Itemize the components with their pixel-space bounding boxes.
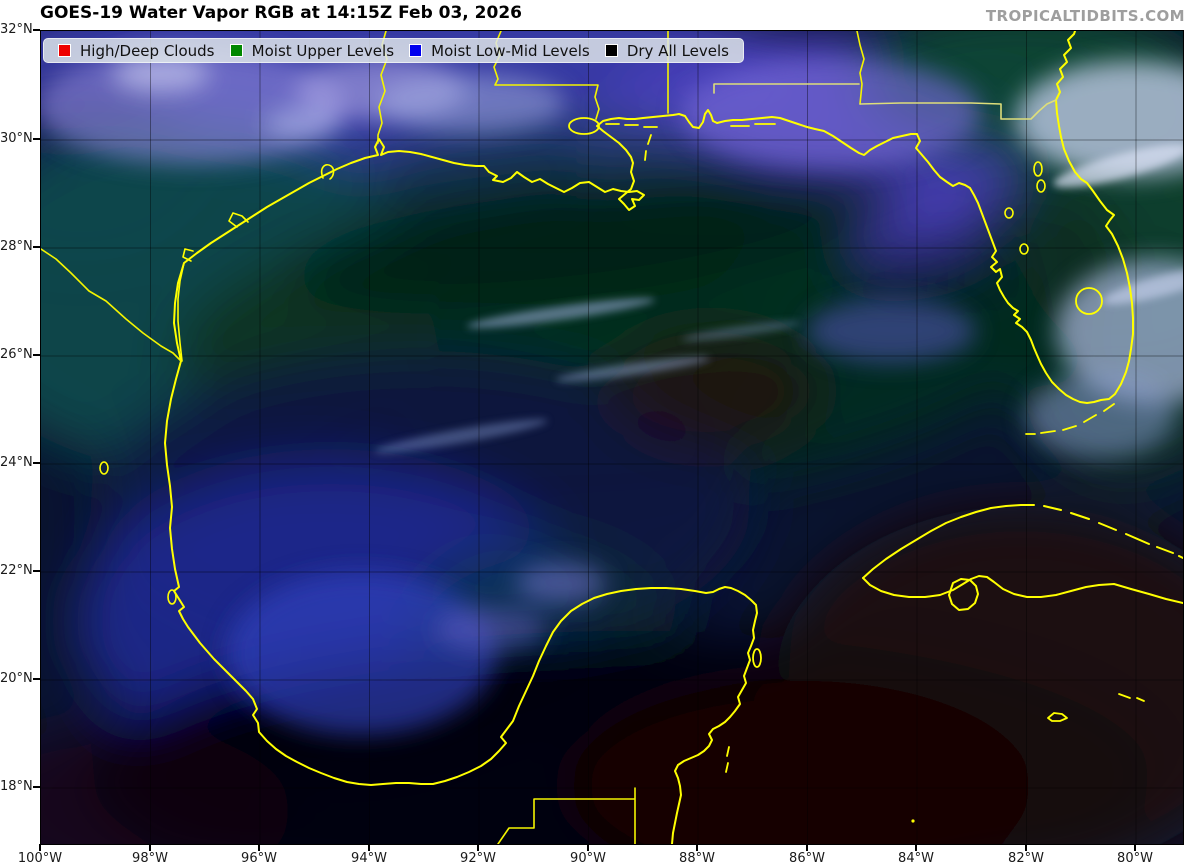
galveston-bay xyxy=(320,163,335,180)
lon-tick xyxy=(477,844,479,851)
chandeleur-islands xyxy=(644,134,652,161)
lon-label: 94°W xyxy=(351,851,387,866)
lon-label: 80°W xyxy=(1117,851,1153,866)
lon-tick xyxy=(915,844,917,851)
lon-label: 98°W xyxy=(132,851,168,866)
legend: High/Deep Clouds Moist Upper Levels Mois… xyxy=(43,38,744,63)
cuba-south-coast xyxy=(862,575,1183,604)
cayman-dashes xyxy=(1118,693,1145,702)
lat-tick xyxy=(33,138,40,140)
corpus-christi-bay xyxy=(182,248,194,262)
legend-label: Moist Upper Levels xyxy=(251,41,395,60)
legend-label: High/Deep Clouds xyxy=(80,41,215,60)
alabama-georgia-border xyxy=(856,31,865,105)
black-swatch-icon xyxy=(604,44,618,57)
lon-tick xyxy=(1134,844,1136,851)
red-swatch-icon xyxy=(58,44,71,57)
green-swatch-icon xyxy=(229,44,243,57)
graticule xyxy=(41,31,1183,844)
lon-tick xyxy=(368,844,370,851)
belize-cays xyxy=(725,746,730,773)
lon-label: 86°W xyxy=(789,851,825,866)
lat-label: 24°N xyxy=(0,455,33,470)
lon-tick xyxy=(149,844,151,851)
lat-label: 22°N xyxy=(0,563,33,578)
lat-tick xyxy=(33,570,40,572)
florida-lake xyxy=(1036,179,1046,193)
matagorda-bay xyxy=(228,212,249,228)
lon-label: 82°W xyxy=(1008,851,1044,866)
lake-okeechobee xyxy=(1075,287,1103,315)
satellite-map: High/Deep Clouds Moist Upper Levels Mois… xyxy=(40,30,1184,845)
grand-cayman xyxy=(1047,712,1068,722)
georgia-florida-border xyxy=(859,99,1057,120)
lon-tick xyxy=(587,844,589,851)
cozumel-island xyxy=(752,648,762,668)
lat-tick xyxy=(33,354,40,356)
lat-label: 18°N xyxy=(0,779,33,794)
satellite-imagery xyxy=(41,31,1183,844)
coastlines xyxy=(99,31,1183,844)
legend-item: Moist Low-Mid Levels xyxy=(409,42,590,60)
cuba-north-coast xyxy=(862,504,1035,579)
legend-item: High/Deep Clouds xyxy=(58,42,215,60)
lon-label: 84°W xyxy=(898,851,934,866)
rio-grande-border xyxy=(41,248,182,362)
lon-label: 88°W xyxy=(679,851,715,866)
barrier-island-dashes xyxy=(605,123,776,128)
lon-tick xyxy=(39,844,41,851)
legend-item: Dry All Levels xyxy=(604,41,729,60)
page-title: GOES-19 Water Vapor RGB at 14:15Z Feb 03… xyxy=(40,3,523,23)
isla-juventud xyxy=(948,578,979,611)
lat-tick xyxy=(33,786,40,788)
texas-barrier-island xyxy=(177,262,185,362)
lon-label: 100°W xyxy=(17,851,63,866)
lat-label: 28°N xyxy=(0,239,33,254)
florida-lake xyxy=(1033,161,1043,177)
lat-tick xyxy=(33,678,40,680)
lon-tick xyxy=(258,844,260,851)
legend-item: Moist Upper Levels xyxy=(229,41,395,60)
watermark: TROPICALTIDBITS.COM xyxy=(985,7,1185,25)
florida-keys xyxy=(1025,403,1115,435)
lon-label: 92°W xyxy=(460,851,496,866)
lat-tick xyxy=(33,246,40,248)
lat-tick xyxy=(33,29,40,31)
legend-label: Dry All Levels xyxy=(626,41,729,60)
florida-lake xyxy=(1019,243,1029,255)
mexico-yucatan-coastline xyxy=(164,360,758,844)
alabama-florida-border xyxy=(713,83,860,94)
lon-tick xyxy=(1025,844,1027,851)
lon-label: 96°W xyxy=(241,851,277,866)
lat-label: 26°N xyxy=(0,347,33,362)
lake-pontchartrain xyxy=(568,117,600,135)
lon-tick xyxy=(696,844,698,851)
lon-label: 90°W xyxy=(570,851,606,866)
lon-tick xyxy=(806,844,808,851)
mexico-guatemala-belize-borders xyxy=(497,787,636,844)
blue-swatch-icon xyxy=(409,44,423,57)
cuba-keys-dashes xyxy=(1043,505,1183,559)
legend-label: Moist Low-Mid Levels xyxy=(431,41,590,60)
lat-label: 20°N xyxy=(0,671,33,686)
lagoon xyxy=(99,461,109,475)
lat-label: 32°N xyxy=(0,22,33,37)
florida-lake xyxy=(1004,207,1014,219)
gulf-coastline xyxy=(173,31,1134,404)
islet-dot xyxy=(911,819,915,823)
lat-label: 30°N xyxy=(0,131,33,146)
lagoon xyxy=(167,589,177,605)
satellite-blobs xyxy=(41,31,1183,844)
lat-tick xyxy=(33,462,40,464)
